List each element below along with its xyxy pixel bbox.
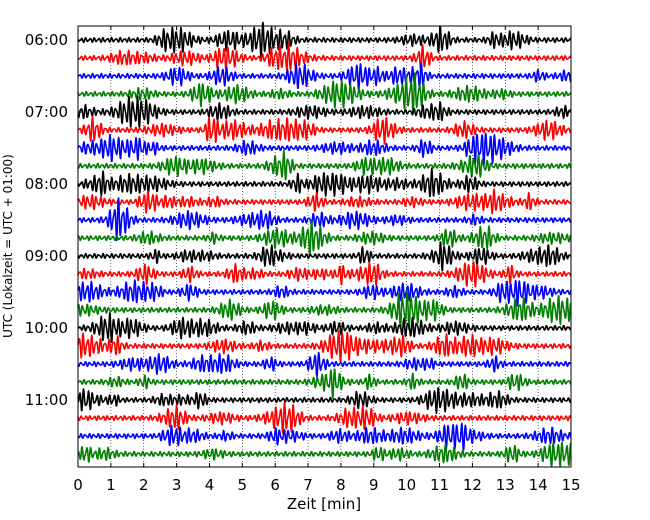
seismogram-trace-19	[77, 351, 572, 378]
x-tick-label: 12	[463, 476, 482, 494]
seismogram-trace-3	[77, 62, 572, 91]
seismogram-trace-7	[77, 132, 572, 167]
seismogram-trace-4	[77, 72, 572, 115]
seismogram-trace-10	[77, 188, 572, 215]
seismogram-trace-8	[77, 149, 572, 181]
seismogram-trace-12	[77, 219, 572, 256]
x-tick-label: 13	[496, 476, 515, 494]
x-tick-label: 9	[369, 476, 379, 494]
seismogram-trace-6	[77, 116, 572, 145]
seismogram-trace-20	[77, 368, 572, 399]
seismogram-trace-2	[77, 42, 572, 72]
plot-frame	[77, 25, 572, 468]
x-tick-label: 4	[205, 476, 215, 494]
seismogram-trace-17	[77, 311, 572, 343]
seismogram-trace-11	[77, 197, 572, 242]
x-tick-label: 14	[529, 476, 548, 494]
y-tick-label: 07:00	[25, 103, 68, 121]
x-tick-label: 8	[336, 476, 346, 494]
x-tick-label: 10	[397, 476, 416, 494]
y-axis-ticks: 06:00 07:00 08:00 09:00 10:00 11:00	[25, 31, 571, 409]
seismogram-trace-18	[77, 330, 572, 363]
seismogram-trace-23	[77, 422, 572, 451]
x-tick-label: 5	[238, 476, 248, 494]
y-tick-label: 10:00	[25, 319, 68, 337]
seismogram-trace-13	[77, 241, 572, 272]
x-tick-label: 2	[139, 476, 149, 494]
x-tick-label: 1	[106, 476, 116, 494]
seismogram-trace-22	[77, 401, 572, 434]
y-tick-label: 09:00	[25, 247, 68, 265]
y-tick-label: 06:00	[25, 31, 68, 49]
x-axis-label: Zeit [min]	[287, 495, 361, 513]
x-tick-label: 11	[430, 476, 449, 494]
seismogram-traces	[77, 21, 572, 467]
seismogram-trace-24	[77, 441, 572, 467]
seismogram-trace-21	[77, 387, 572, 414]
x-tick-label: 3	[172, 476, 182, 494]
y-tick-label: 11:00	[25, 391, 68, 409]
x-axis-ticks: 0 1 2 3 4 5 6 7 8 9 10 11 12 13 14 15	[73, 26, 581, 494]
seismogram-trace-14	[77, 260, 572, 288]
y-axis-label: UTC (Lokalzeit = UTC + 01:00)	[1, 154, 15, 338]
seismogram-trace-16	[77, 289, 572, 330]
seismogram-trace-9	[77, 167, 572, 198]
x-tick-label: 0	[73, 476, 83, 494]
seismogram-trace-15	[77, 279, 572, 307]
seismogram-trace-5	[77, 95, 572, 129]
x-tick-label: 6	[270, 476, 280, 494]
seismogram-trace-1	[77, 21, 572, 59]
y-tick-label: 08:00	[25, 175, 68, 193]
x-tick-label: 15	[561, 476, 580, 494]
x-tick-label: 7	[303, 476, 313, 494]
